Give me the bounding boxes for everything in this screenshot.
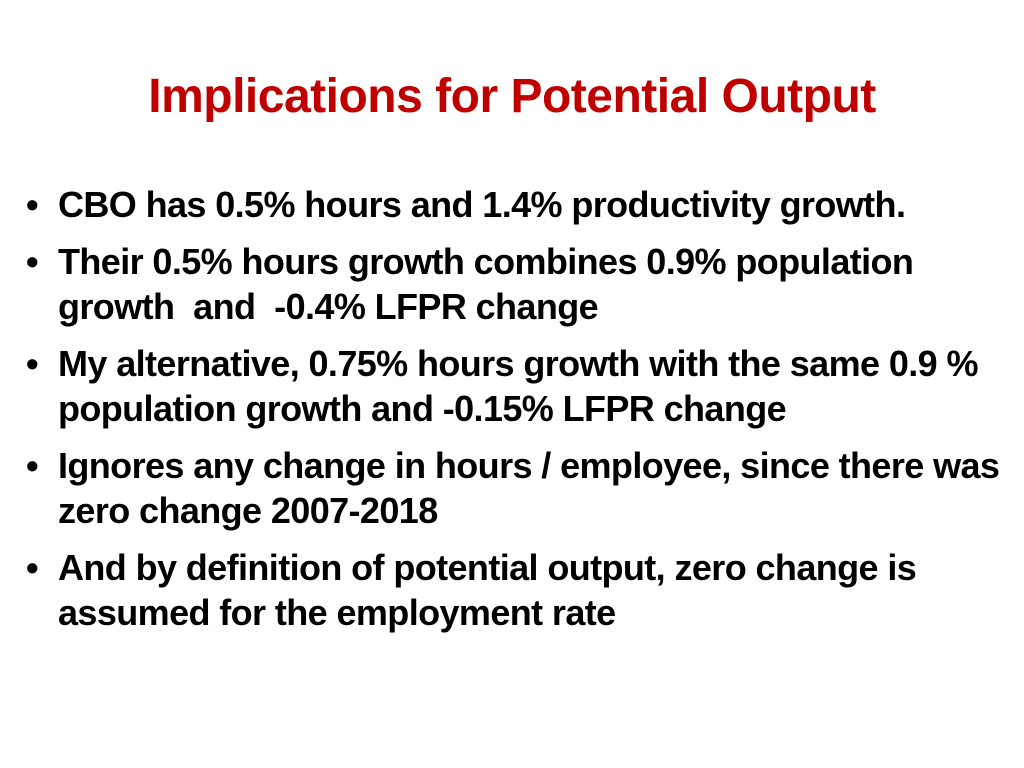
bullet-item: • My alternative, 0.75% hours growth wit… <box>18 341 1008 431</box>
bullet-text: And by definition of potential output, z… <box>58 547 917 633</box>
bullet-icon: • <box>25 184 39 225</box>
bullet-text: Their 0.5% hours growth combines 0.9% po… <box>58 241 923 327</box>
bullet-item: • And by definition of potential output,… <box>18 545 1008 635</box>
bullet-list: • CBO has 0.5% hours and 1.4% productivi… <box>18 182 1008 647</box>
bullet-text: Ignores any change in hours / employee, … <box>58 445 1000 531</box>
bullet-icon: • <box>25 241 39 282</box>
bullet-item: • CBO has 0.5% hours and 1.4% productivi… <box>18 182 1008 227</box>
bullet-item: • Their 0.5% hours growth combines 0.9% … <box>18 239 1008 329</box>
bullet-icon: • <box>25 547 39 588</box>
bullet-text: CBO has 0.5% hours and 1.4% productivity… <box>58 184 906 225</box>
bullet-text: My alternative, 0.75% hours growth with … <box>58 343 978 429</box>
bullet-icon: • <box>25 343 39 384</box>
bullet-icon: • <box>25 445 39 486</box>
bullet-item: • Ignores any change in hours / employee… <box>18 443 1008 533</box>
slide-title: Implications for Potential Output <box>148 70 876 123</box>
